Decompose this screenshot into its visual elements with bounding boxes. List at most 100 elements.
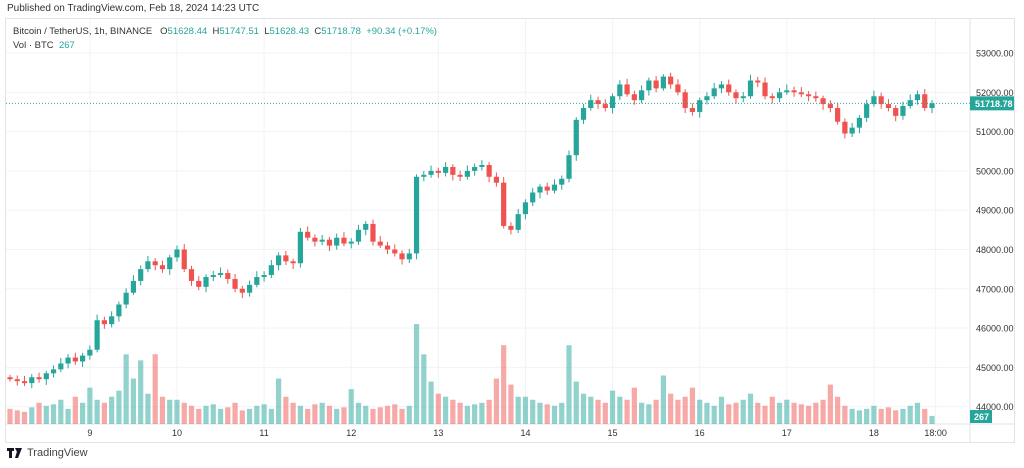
candle-body	[14, 379, 20, 382]
volume-bar	[711, 405, 717, 424]
candle-body	[312, 237, 318, 242]
candle-body	[718, 84, 725, 89]
tradingview-logo[interactable]: TradingView	[7, 447, 88, 459]
volume-bar	[769, 396, 775, 424]
x-tick-label: 14	[520, 428, 530, 438]
volume-bar	[493, 378, 500, 424]
candle-body	[145, 261, 151, 270]
candle-body	[639, 90, 645, 101]
volume-bar	[116, 390, 122, 424]
candle-body	[370, 223, 376, 242]
candle-body	[813, 96, 819, 99]
candle-body	[842, 121, 848, 134]
candle-body	[689, 108, 696, 112]
candle-body	[769, 96, 775, 99]
x-tick-label: 16	[695, 428, 705, 438]
candle-body	[305, 231, 311, 238]
candle-body	[87, 349, 93, 356]
candle-body	[573, 119, 579, 156]
volume-bar	[29, 407, 35, 424]
volume-bar	[261, 404, 267, 424]
volume-bar	[842, 405, 848, 424]
candle-body	[508, 225, 514, 230]
candle-body	[58, 363, 64, 370]
candle-body	[675, 84, 681, 93]
candle-body	[849, 127, 855, 134]
y-tick-label: 48000.00	[976, 245, 1014, 255]
volume-bar	[878, 408, 884, 424]
candle-body	[464, 170, 470, 177]
volume-bar	[871, 405, 877, 424]
candle-body	[130, 280, 137, 293]
close-value: 51718.78	[321, 26, 361, 37]
candle-body	[501, 182, 507, 226]
candle-body	[7, 377, 13, 380]
x-tick-label: 17	[782, 428, 792, 438]
candle-body	[72, 357, 78, 362]
candle-body	[261, 275, 267, 278]
candle-body	[428, 170, 434, 175]
candle-body	[544, 186, 550, 191]
candle-body	[268, 265, 274, 276]
volume-bar	[849, 408, 855, 424]
volume-bar	[421, 354, 427, 424]
candle-body	[704, 96, 710, 101]
low-value: 51628.43	[269, 26, 310, 37]
volume-bar	[355, 402, 362, 424]
candle-body	[624, 84, 630, 95]
volume-bar	[442, 396, 449, 424]
high-value: 51747.51	[219, 26, 259, 37]
candle-body	[515, 214, 521, 230]
volume-bar	[43, 405, 49, 424]
candle-body	[733, 92, 739, 99]
volume-bar	[334, 408, 340, 424]
volume-bar	[805, 405, 812, 424]
volume-bar	[566, 345, 572, 424]
candle-body	[283, 255, 289, 262]
volume-bar	[900, 408, 906, 424]
volume-bar	[109, 396, 115, 424]
volume-bar	[377, 407, 383, 424]
volume-bar	[798, 404, 804, 424]
candle-body	[668, 76, 674, 85]
candle-body	[348, 241, 354, 244]
volume-bar	[813, 402, 819, 424]
candle-body	[878, 96, 884, 105]
volume-bar	[486, 399, 492, 424]
volume-bar	[885, 407, 892, 424]
volume-bar	[472, 404, 478, 424]
candle-body	[167, 257, 173, 270]
candle-body	[871, 96, 877, 105]
candle-body	[805, 94, 812, 97]
symbol-label[interactable]: Bitcoin / TetherUS, 1h, BINANCE	[13, 26, 153, 37]
candle-body	[588, 100, 594, 109]
volume-bar	[668, 393, 674, 424]
chart-frame[interactable]	[5, 18, 1015, 443]
candle-body	[65, 357, 71, 364]
volume-bar	[617, 396, 623, 424]
volume-bar	[58, 399, 64, 424]
volume-bar	[65, 408, 71, 424]
volume-bar	[341, 407, 347, 424]
volume-bar	[762, 405, 768, 424]
candle-body	[239, 288, 245, 293]
volume-bar	[784, 399, 790, 424]
volume-bar	[718, 396, 725, 424]
volume-label[interactable]: Vol · BTC	[13, 40, 54, 51]
candle-body	[94, 320, 100, 350]
open-value: 51628.44	[167, 26, 208, 37]
volume-bar	[624, 399, 630, 424]
y-tick-label: 50000.00	[976, 166, 1014, 176]
volume-bar	[820, 399, 826, 424]
volume-bar	[14, 410, 20, 424]
volume-bar	[697, 399, 703, 424]
candle-body	[21, 381, 28, 384]
volume-bar	[675, 399, 681, 424]
candle-body	[530, 192, 536, 203]
candle-body	[36, 377, 42, 380]
x-tick-label: 13	[433, 428, 443, 438]
volume-bar	[319, 402, 325, 424]
candle-body	[827, 104, 833, 109]
candle-body	[711, 88, 717, 97]
